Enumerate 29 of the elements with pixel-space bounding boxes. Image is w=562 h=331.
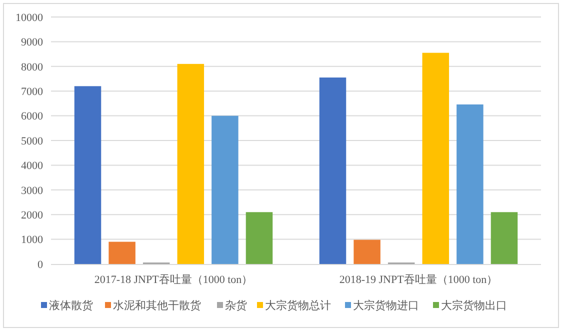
legend-label: 大宗货物进口 (353, 299, 419, 312)
y-tick-label: 10000 (16, 12, 44, 24)
legend-label: 大宗货物总计 (265, 299, 331, 312)
legend-label: 液体散货 (49, 299, 93, 312)
x-tick-label: 2018-19 JNPT吞吐量（1000 ton） (339, 273, 498, 286)
x-tick-label: 2017-18 JNPT吞吐量（1000 ton） (94, 273, 253, 286)
bar (177, 64, 204, 264)
legend-label: 水泥和其他干散货 (113, 299, 201, 312)
legend-label: 大宗货物出口 (441, 299, 507, 312)
bar (422, 52, 450, 264)
bar (108, 242, 136, 264)
y-tick-label: 1000 (21, 234, 44, 246)
y-tick-label: 5000 (21, 135, 44, 148)
bar (212, 116, 238, 264)
y-tick-label: 4000 (21, 160, 44, 172)
y-tick-label: 9000 (21, 36, 44, 49)
bar (456, 104, 484, 264)
y-tick-label: 0 (38, 258, 44, 271)
y-tick-label: 2000 (21, 209, 44, 222)
bar (354, 240, 380, 264)
bar (490, 212, 518, 264)
bar (74, 86, 102, 264)
y-tick-label: 3000 (21, 184, 44, 197)
y-tick-label: 6000 (21, 110, 44, 123)
y-tick-label: 7000 (21, 86, 44, 98)
bar (319, 78, 346, 264)
y-tick-label: 8000 (21, 61, 44, 74)
legend-label: 杂货 (225, 299, 247, 312)
bar (246, 212, 273, 264)
